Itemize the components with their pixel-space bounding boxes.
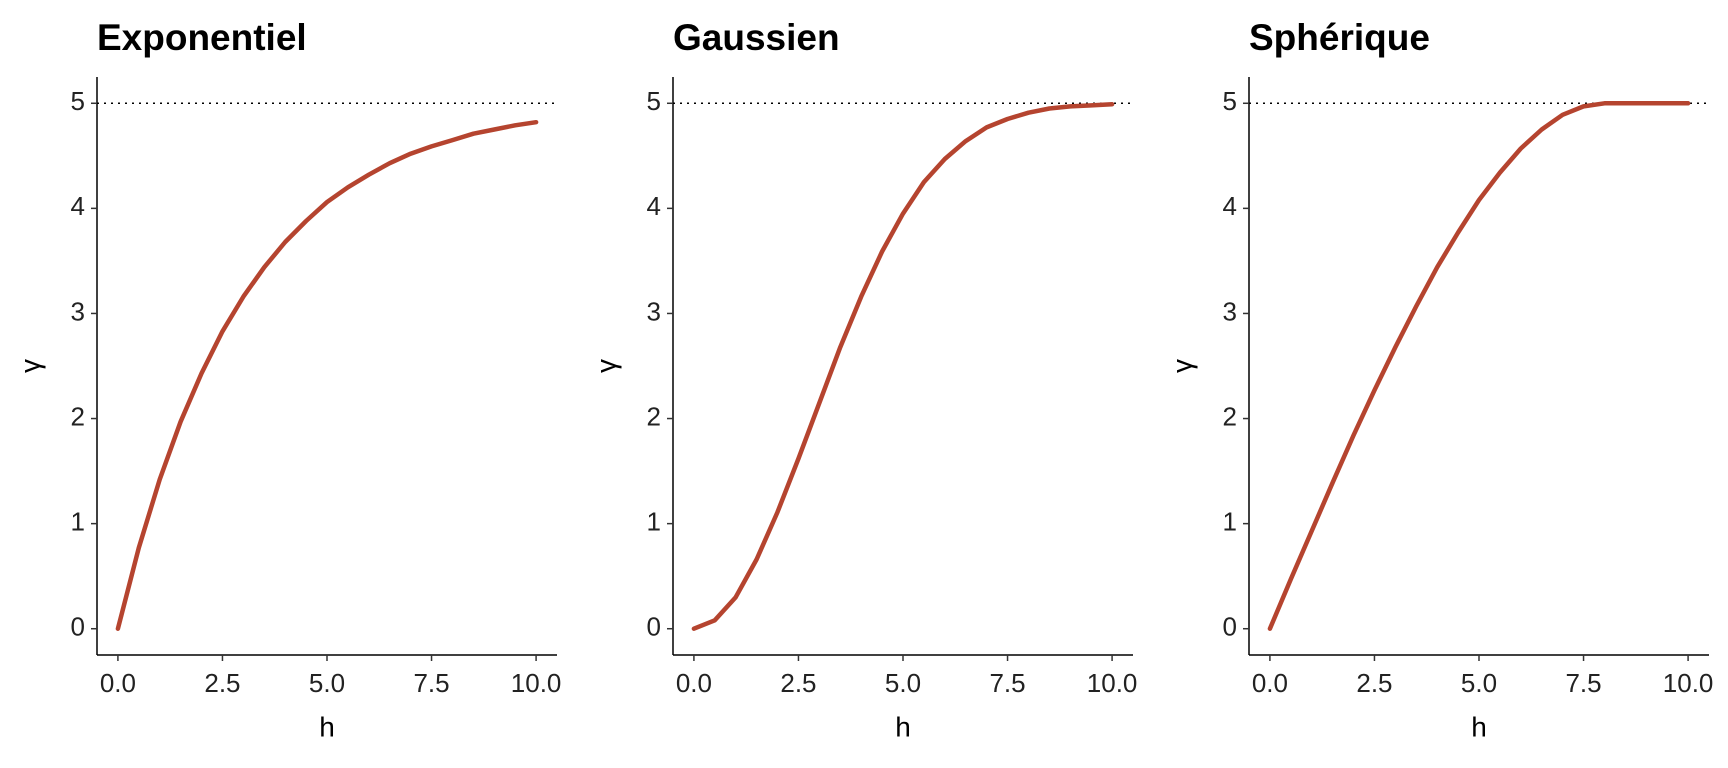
y-tick-label: 1 [1223, 507, 1237, 537]
x-tick-label: 7.5 [1565, 668, 1601, 698]
x-tick-label: 5.0 [885, 668, 921, 698]
y-axis-title: γ [14, 359, 45, 373]
y-tick-label: 2 [71, 401, 85, 431]
x-tick-label: 2.5 [1356, 668, 1392, 698]
panel: Exponentiel 0 1 2 3 4 5 0.0 2.5 5.0 7.5 10.0 h γ [14, 17, 561, 742]
x-tick-label: 10.0 [1663, 668, 1714, 698]
x-axis-title: h [1471, 711, 1487, 742]
x-axis-title: h [319, 711, 335, 742]
y-tick-label: 4 [71, 191, 85, 221]
x-tick-label: 5.0 [309, 668, 345, 698]
line [1267, 101, 1691, 631]
x-axis-title: h [895, 711, 911, 742]
x-tick-label: 7.5 [413, 668, 449, 698]
panel: Sphérique 0 1 2 3 4 5 0.0 2.5 5.0 7.5 10.0 h γ [1166, 17, 1713, 742]
panel-title: Gaussien [673, 17, 840, 58]
y-tick-label: 2 [647, 401, 661, 431]
y-tick-label: 5 [71, 86, 85, 116]
y-tick-label: 5 [1223, 86, 1237, 116]
y-tick-label: 0 [71, 612, 85, 642]
x-tick-label: 0.0 [676, 668, 712, 698]
y-tick-label: 4 [1223, 191, 1237, 221]
y-tick-label: 5 [647, 86, 661, 116]
y-tick-label: 2 [1223, 401, 1237, 431]
panel-title: Sphérique [1249, 17, 1430, 58]
panel: Gaussien 0 1 2 3 4 5 0.0 2.5 5.0 7.5 10.0 h γ [590, 17, 1137, 742]
x-tick-label: 10.0 [1087, 668, 1138, 698]
y-tick-label: 1 [71, 507, 85, 537]
x-tick-label: 7.5 [989, 668, 1025, 698]
x-tick-label: 10.0 [511, 668, 562, 698]
y-tick-label: 0 [1223, 612, 1237, 642]
x-tick-label: 0.0 [1252, 668, 1288, 698]
line [691, 102, 1115, 631]
y-tick-label: 0 [647, 612, 661, 642]
y-tick-label: 3 [71, 296, 85, 326]
panel-title: Exponentiel [97, 17, 307, 58]
x-tick-label: 2.5 [204, 668, 240, 698]
x-tick-label: 2.5 [780, 668, 816, 698]
y-tick-label: 3 [647, 296, 661, 326]
line [115, 119, 539, 631]
y-axis-title: γ [590, 359, 621, 373]
y-tick-label: 1 [647, 507, 661, 537]
x-tick-label: 5.0 [1461, 668, 1497, 698]
y-axis-title: γ [1166, 359, 1197, 373]
y-tick-label: 3 [1223, 296, 1237, 326]
x-tick-label: 0.0 [100, 668, 136, 698]
y-tick-label: 4 [647, 191, 661, 221]
